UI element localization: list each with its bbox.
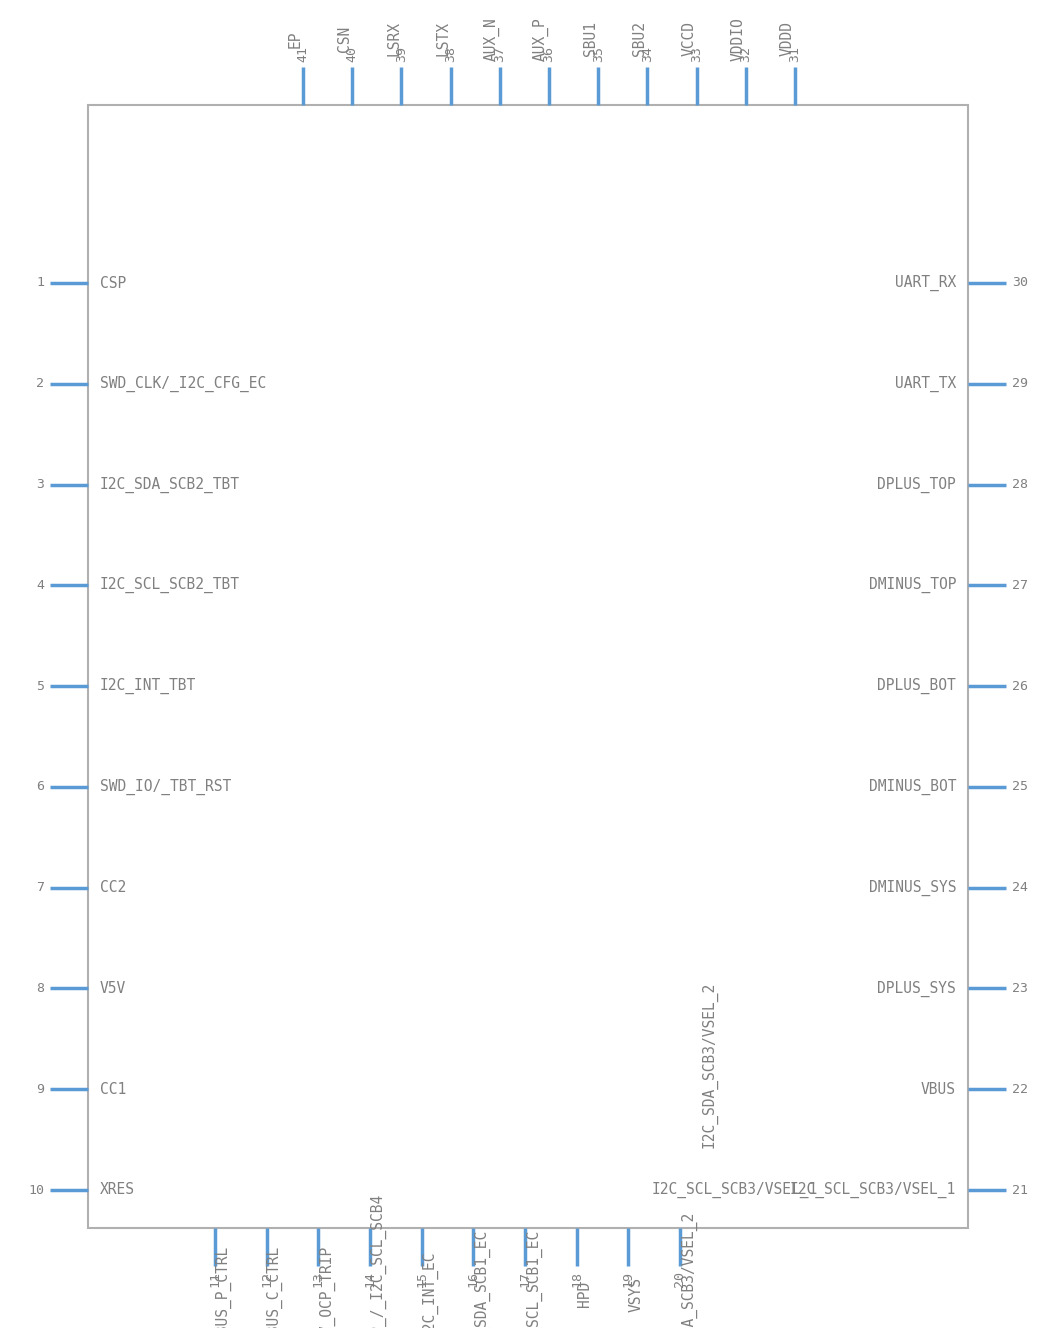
Text: 30: 30 (1012, 276, 1028, 290)
Text: 31: 31 (788, 46, 802, 62)
Text: I2C_SCL_SCB3/VSEL_1: I2C_SCL_SCB3/VSEL_1 (652, 1182, 818, 1198)
Text: CSP: CSP (100, 275, 126, 291)
Text: I2C_SDA_SCB1_EC: I2C_SDA_SCB1_EC (474, 1228, 489, 1328)
Text: 14: 14 (364, 1271, 376, 1287)
Text: DMINUS_SYS: DMINUS_SYS (869, 879, 956, 896)
Text: I2C_INT_TBT: I2C_INT_TBT (100, 679, 196, 695)
Text: SWD_CLK/_I2C_CFG_EC: SWD_CLK/_I2C_CFG_EC (100, 376, 266, 392)
Text: 17: 17 (519, 1271, 531, 1287)
Text: 6: 6 (36, 781, 44, 793)
Text: 24: 24 (1012, 882, 1028, 894)
Text: 27: 27 (1012, 579, 1028, 592)
Text: DPLUS_BOT: DPLUS_BOT (877, 679, 956, 695)
Text: DPLUS_SYS: DPLUS_SYS (877, 980, 956, 996)
Text: 11: 11 (209, 1271, 221, 1287)
Text: 2: 2 (36, 377, 44, 390)
Text: 5: 5 (36, 680, 44, 693)
Text: SBU2: SBU2 (632, 21, 648, 57)
Text: 28: 28 (1012, 478, 1028, 491)
Text: VBUS: VBUS (921, 1082, 956, 1097)
Text: I2C_SCL_SCB1_EC: I2C_SCL_SCB1_EC (525, 1228, 541, 1328)
Text: 13: 13 (312, 1271, 325, 1287)
Text: 35: 35 (592, 46, 605, 62)
Text: 22: 22 (1012, 1082, 1028, 1096)
Text: XRES: XRES (100, 1182, 135, 1198)
Text: VDDD: VDDD (780, 21, 795, 57)
Text: SBU1: SBU1 (583, 21, 598, 57)
Text: I2C_SDA_SCB3/VSEL_2: I2C_SDA_SCB3/VSEL_2 (680, 1211, 696, 1328)
Text: UART_TX: UART_TX (895, 376, 956, 392)
Text: 20: 20 (674, 1271, 686, 1287)
Text: 33: 33 (690, 46, 703, 62)
Text: 12: 12 (260, 1271, 274, 1287)
Text: 16: 16 (466, 1271, 480, 1287)
Text: UV_OCP_TRIP: UV_OCP_TRIP (319, 1246, 334, 1328)
Text: CSN: CSN (337, 25, 352, 52)
Text: DMINUS_TOP: DMINUS_TOP (869, 578, 956, 594)
Text: V5V: V5V (100, 981, 126, 996)
Text: SWD_IO/_TBT_RST: SWD_IO/_TBT_RST (100, 778, 232, 795)
Text: 37: 37 (494, 46, 506, 62)
Text: 18: 18 (570, 1271, 583, 1287)
Text: DPLUS_TOP: DPLUS_TOP (877, 477, 956, 493)
Text: HPD: HPD (576, 1282, 592, 1307)
Text: AUX_P: AUX_P (532, 17, 549, 61)
Text: 32: 32 (739, 46, 752, 62)
Text: 10: 10 (28, 1183, 44, 1197)
Bar (88, 105, 968, 1228)
Text: 40: 40 (346, 46, 358, 62)
Text: OVP_TRIP_/_I2C_SCL_SCB4: OVP_TRIP_/_I2C_SCL_SCB4 (370, 1194, 387, 1328)
Text: UART_RX: UART_RX (895, 275, 956, 291)
Text: I2C_SCL_SCB2_TBT: I2C_SCL_SCB2_TBT (100, 578, 240, 594)
Text: 26: 26 (1012, 680, 1028, 693)
Text: VSYS: VSYS (629, 1276, 643, 1312)
Text: 1: 1 (36, 276, 44, 290)
Text: I2C_SCL_SCB3/VSEL_1: I2C_SCL_SCB3/VSEL_1 (790, 1182, 956, 1198)
Text: LSRX: LSRX (387, 21, 401, 57)
Text: 19: 19 (621, 1271, 635, 1287)
Text: 7: 7 (36, 882, 44, 894)
Text: 34: 34 (641, 46, 654, 62)
Text: 3: 3 (36, 478, 44, 491)
Text: VCCD: VCCD (681, 21, 697, 57)
Text: 9: 9 (36, 1082, 44, 1096)
Text: VBUS_C_CTRL: VBUS_C_CTRL (266, 1246, 283, 1328)
Text: 38: 38 (444, 46, 457, 62)
Text: DMINUS_BOT: DMINUS_BOT (869, 778, 956, 795)
Text: 39: 39 (395, 46, 408, 62)
Text: VDDIO: VDDIO (730, 17, 746, 61)
Text: 23: 23 (1012, 981, 1028, 995)
Text: I2C_INT_EC: I2C_INT_EC (421, 1250, 438, 1328)
Text: 4: 4 (36, 579, 44, 592)
Text: 25: 25 (1012, 781, 1028, 793)
Text: 41: 41 (297, 46, 309, 62)
Text: 15: 15 (415, 1271, 429, 1287)
Text: I2C_SDA_SCB2_TBT: I2C_SDA_SCB2_TBT (100, 477, 240, 493)
Text: AUX_N: AUX_N (483, 17, 500, 61)
Text: EP: EP (288, 31, 303, 48)
Text: LSTX: LSTX (436, 21, 451, 57)
Text: 21: 21 (1012, 1183, 1028, 1197)
Text: 29: 29 (1012, 377, 1028, 390)
Text: VBUS_P_CTRL: VBUS_P_CTRL (215, 1246, 232, 1328)
Text: 36: 36 (543, 46, 555, 62)
Text: I2C_SDA_SCB3/VSEL_2: I2C_SDA_SCB3/VSEL_2 (702, 981, 718, 1147)
Text: 8: 8 (36, 981, 44, 995)
Text: CC1: CC1 (100, 1082, 126, 1097)
Text: CC2: CC2 (100, 880, 126, 895)
